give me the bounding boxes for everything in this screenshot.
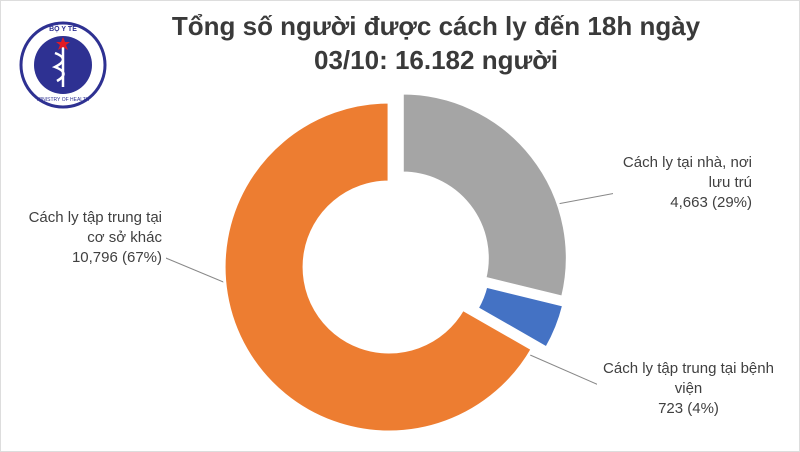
slice-name: Cách ly tập trung tại bệnh viện bbox=[603, 360, 774, 397]
slice-value: 4,663 (29%) bbox=[670, 194, 752, 211]
donut-slice bbox=[475, 284, 566, 351]
data-label: Cách ly tại nhà, nơi lưu trú 4,663 (29%) bbox=[613, 151, 756, 215]
logo-star bbox=[56, 37, 70, 50]
leader-line bbox=[520, 350, 602, 387]
logo-top: BỘ Y TẾ bbox=[49, 23, 77, 33]
slice-name: Cách ly tập trung tại cơ sở khác bbox=[28, 209, 162, 246]
logo-bottom: MINISTRY OF HEALTH bbox=[37, 97, 90, 103]
slice-value: 723 (4%) bbox=[658, 400, 719, 417]
logo-emblem bbox=[51, 43, 65, 87]
slice-name: Cách ly tại nhà, nơi lưu trú bbox=[622, 154, 752, 191]
data-label: Cách ly tập trung tại cơ sở khác 10,796 … bbox=[13, 206, 166, 270]
donut-slice bbox=[400, 91, 569, 300]
data-label: Cách ly tập trung tại bệnh viện 723 (4%) bbox=[597, 357, 780, 421]
chart-title: Tổng số người được cách ly đến 18h ngày … bbox=[171, 11, 701, 75]
slice-value: 10,796 (67%) bbox=[71, 249, 162, 266]
donut-slice bbox=[222, 100, 535, 434]
